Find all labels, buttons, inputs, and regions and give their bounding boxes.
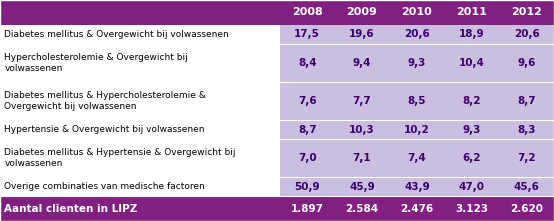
Text: 8,4: 8,4 bbox=[298, 58, 316, 68]
Text: 2009: 2009 bbox=[347, 7, 377, 17]
Text: 9,3: 9,3 bbox=[408, 58, 426, 68]
Bar bbox=[280, 177, 335, 196]
Bar bbox=[389, 82, 444, 120]
Text: 45,6: 45,6 bbox=[514, 182, 540, 192]
Bar bbox=[280, 82, 335, 120]
Text: 43,9: 43,9 bbox=[404, 182, 430, 192]
Bar bbox=[335, 25, 389, 44]
Bar bbox=[280, 44, 335, 82]
Bar bbox=[444, 177, 499, 196]
Bar bbox=[444, 25, 499, 44]
Bar bbox=[444, 139, 499, 177]
Text: 18,9: 18,9 bbox=[459, 29, 485, 39]
Bar bbox=[280, 139, 335, 177]
Text: 3.123: 3.123 bbox=[455, 204, 488, 214]
Text: 47,0: 47,0 bbox=[459, 182, 485, 192]
Bar bbox=[389, 120, 444, 139]
Text: 1.897: 1.897 bbox=[291, 204, 324, 214]
Text: 7,7: 7,7 bbox=[353, 96, 371, 106]
Bar bbox=[0, 44, 280, 82]
Bar bbox=[499, 139, 554, 177]
Text: 2012: 2012 bbox=[511, 7, 542, 17]
Bar bbox=[0, 82, 280, 120]
Text: 19,6: 19,6 bbox=[349, 29, 375, 39]
Text: Hypertensie & Overgewicht bij volwassenen: Hypertensie & Overgewicht bij volwassene… bbox=[4, 125, 205, 134]
Bar bbox=[389, 25, 444, 44]
Bar bbox=[335, 120, 389, 139]
Bar bbox=[335, 177, 389, 196]
Text: 6,2: 6,2 bbox=[463, 153, 481, 163]
Text: 9,4: 9,4 bbox=[353, 58, 371, 68]
Text: 8,7: 8,7 bbox=[517, 96, 536, 106]
Bar bbox=[444, 44, 499, 82]
Text: 7,0: 7,0 bbox=[298, 153, 316, 163]
Bar bbox=[499, 120, 554, 139]
Text: 45,9: 45,9 bbox=[349, 182, 375, 192]
Bar bbox=[335, 44, 389, 82]
Bar bbox=[499, 25, 554, 44]
Text: 2010: 2010 bbox=[402, 7, 432, 17]
Bar bbox=[0, 196, 554, 221]
Bar bbox=[0, 0, 554, 25]
Bar bbox=[499, 82, 554, 120]
Text: Diabetes mellitus & Hypercholesterolemie &
Overgewicht bij volwassenen: Diabetes mellitus & Hypercholesterolemie… bbox=[4, 91, 206, 111]
Text: 2.620: 2.620 bbox=[510, 204, 543, 214]
Bar bbox=[335, 139, 389, 177]
Bar bbox=[335, 82, 389, 120]
Text: Hypercholesterolemie & Overgewicht bij
volwassenen: Hypercholesterolemie & Overgewicht bij v… bbox=[4, 53, 188, 72]
Bar bbox=[0, 120, 280, 139]
Text: 20,6: 20,6 bbox=[404, 29, 430, 39]
Text: 17,5: 17,5 bbox=[294, 29, 320, 39]
Text: 10,4: 10,4 bbox=[459, 58, 485, 68]
Text: Aantal clienten in LIPZ: Aantal clienten in LIPZ bbox=[4, 204, 138, 214]
Bar bbox=[444, 82, 499, 120]
Text: Diabetes mellitus & Hypertensie & Overgewicht bij
volwassenen: Diabetes mellitus & Hypertensie & Overge… bbox=[4, 149, 236, 168]
Bar bbox=[444, 120, 499, 139]
Text: 8,7: 8,7 bbox=[298, 125, 316, 135]
Bar bbox=[280, 25, 335, 44]
Bar bbox=[389, 177, 444, 196]
Text: 8,5: 8,5 bbox=[408, 96, 426, 106]
Text: 20,6: 20,6 bbox=[514, 29, 540, 39]
Text: 9,3: 9,3 bbox=[463, 125, 481, 135]
Text: 7,4: 7,4 bbox=[408, 153, 426, 163]
Text: 10,3: 10,3 bbox=[349, 125, 375, 135]
Text: Diabetes mellitus & Overgewicht bij volwassenen: Diabetes mellitus & Overgewicht bij volw… bbox=[4, 30, 229, 39]
Bar bbox=[389, 139, 444, 177]
Text: 2011: 2011 bbox=[456, 7, 487, 17]
Text: 2.476: 2.476 bbox=[400, 204, 434, 214]
Text: 8,2: 8,2 bbox=[463, 96, 481, 106]
Text: 7,2: 7,2 bbox=[517, 153, 536, 163]
Bar bbox=[0, 25, 280, 44]
Bar bbox=[389, 44, 444, 82]
Text: 10,2: 10,2 bbox=[404, 125, 430, 135]
Text: 50,9: 50,9 bbox=[294, 182, 320, 192]
Text: 7,1: 7,1 bbox=[353, 153, 371, 163]
Bar bbox=[499, 177, 554, 196]
Bar bbox=[499, 44, 554, 82]
Text: 2008: 2008 bbox=[292, 7, 322, 17]
Bar bbox=[0, 177, 280, 196]
Text: 9,6: 9,6 bbox=[517, 58, 536, 68]
Bar bbox=[0, 139, 280, 177]
Text: Overige combinaties van medische factoren: Overige combinaties van medische factore… bbox=[4, 182, 205, 191]
Text: 8,3: 8,3 bbox=[517, 125, 536, 135]
Bar bbox=[280, 120, 335, 139]
Text: 7,6: 7,6 bbox=[298, 96, 316, 106]
Text: 2.584: 2.584 bbox=[346, 204, 378, 214]
